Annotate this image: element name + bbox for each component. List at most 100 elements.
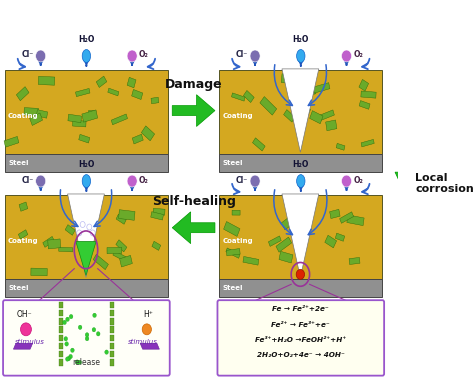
FancyBboxPatch shape: [58, 302, 63, 308]
FancyBboxPatch shape: [293, 108, 306, 118]
FancyBboxPatch shape: [218, 300, 384, 376]
FancyBboxPatch shape: [127, 77, 136, 88]
FancyBboxPatch shape: [77, 206, 87, 216]
FancyBboxPatch shape: [141, 126, 155, 141]
FancyBboxPatch shape: [110, 359, 114, 366]
Circle shape: [71, 348, 74, 352]
Circle shape: [96, 332, 100, 336]
Polygon shape: [282, 194, 319, 277]
FancyBboxPatch shape: [291, 207, 308, 223]
Circle shape: [296, 269, 305, 279]
Circle shape: [250, 175, 260, 187]
FancyBboxPatch shape: [19, 202, 28, 211]
Text: Steel: Steel: [8, 160, 28, 166]
Circle shape: [69, 355, 73, 359]
FancyBboxPatch shape: [119, 255, 132, 267]
FancyBboxPatch shape: [110, 351, 114, 358]
Circle shape: [64, 337, 68, 341]
FancyBboxPatch shape: [132, 134, 143, 144]
Circle shape: [66, 317, 69, 321]
Circle shape: [127, 50, 137, 62]
Circle shape: [36, 50, 46, 62]
Circle shape: [63, 320, 66, 325]
FancyBboxPatch shape: [224, 222, 240, 236]
FancyBboxPatch shape: [58, 326, 63, 333]
FancyBboxPatch shape: [89, 111, 96, 116]
Circle shape: [75, 360, 79, 364]
Circle shape: [93, 313, 96, 317]
Text: Cl⁻: Cl⁻: [236, 176, 248, 185]
Text: H₂O: H₂O: [78, 35, 95, 44]
FancyBboxPatch shape: [31, 268, 47, 276]
Circle shape: [341, 175, 352, 187]
FancyBboxPatch shape: [5, 279, 168, 297]
FancyBboxPatch shape: [231, 93, 245, 101]
FancyBboxPatch shape: [232, 210, 240, 215]
Text: H⁺: H⁺: [144, 310, 154, 320]
Text: Steel: Steel: [222, 285, 243, 291]
FancyBboxPatch shape: [281, 217, 293, 230]
Text: Coating: Coating: [8, 113, 39, 119]
FancyBboxPatch shape: [243, 256, 259, 265]
FancyBboxPatch shape: [82, 110, 98, 122]
FancyBboxPatch shape: [110, 318, 114, 325]
Text: O₂: O₂: [353, 176, 363, 185]
Polygon shape: [140, 343, 159, 349]
FancyBboxPatch shape: [359, 79, 369, 91]
FancyBboxPatch shape: [110, 302, 114, 308]
FancyBboxPatch shape: [58, 318, 63, 325]
Text: Local
corrosion: Local corrosion: [415, 173, 474, 194]
FancyBboxPatch shape: [308, 89, 316, 96]
FancyBboxPatch shape: [132, 89, 143, 100]
FancyBboxPatch shape: [3, 300, 170, 376]
FancyBboxPatch shape: [153, 208, 165, 215]
FancyBboxPatch shape: [38, 76, 55, 85]
FancyBboxPatch shape: [75, 89, 90, 97]
FancyBboxPatch shape: [281, 74, 291, 84]
FancyBboxPatch shape: [16, 87, 29, 101]
Circle shape: [105, 350, 109, 354]
FancyBboxPatch shape: [226, 249, 240, 256]
FancyBboxPatch shape: [68, 114, 82, 123]
FancyBboxPatch shape: [93, 254, 109, 270]
FancyBboxPatch shape: [110, 343, 114, 349]
Text: O₂: O₂: [139, 51, 149, 60]
FancyBboxPatch shape: [110, 335, 114, 341]
Circle shape: [78, 325, 82, 329]
FancyBboxPatch shape: [96, 76, 107, 87]
FancyBboxPatch shape: [111, 114, 128, 125]
Circle shape: [142, 324, 151, 335]
FancyBboxPatch shape: [279, 251, 293, 263]
Text: Cl⁻: Cl⁻: [236, 51, 248, 60]
Ellipse shape: [82, 175, 91, 187]
Text: Damage: Damage: [165, 78, 222, 91]
FancyBboxPatch shape: [58, 335, 63, 341]
Text: stimulus: stimulus: [15, 339, 45, 345]
Circle shape: [77, 230, 82, 236]
FancyBboxPatch shape: [244, 90, 254, 103]
Text: Cl⁻: Cl⁻: [22, 176, 34, 185]
Circle shape: [127, 175, 137, 187]
FancyBboxPatch shape: [219, 195, 383, 279]
FancyBboxPatch shape: [339, 212, 354, 223]
FancyBboxPatch shape: [359, 101, 370, 109]
FancyBboxPatch shape: [116, 214, 127, 224]
Circle shape: [80, 222, 85, 228]
Circle shape: [20, 323, 31, 336]
Circle shape: [65, 342, 68, 346]
Circle shape: [85, 332, 89, 337]
Circle shape: [78, 360, 82, 364]
FancyBboxPatch shape: [110, 310, 114, 317]
Text: Coating: Coating: [8, 238, 39, 244]
Text: Coating: Coating: [222, 113, 253, 119]
FancyBboxPatch shape: [58, 359, 63, 366]
Text: Fe²⁺ → Fe³⁺+e⁻: Fe²⁺ → Fe³⁺+e⁻: [272, 321, 330, 328]
FancyBboxPatch shape: [18, 230, 28, 239]
Circle shape: [67, 356, 71, 361]
FancyBboxPatch shape: [58, 351, 63, 358]
FancyBboxPatch shape: [219, 70, 383, 154]
FancyBboxPatch shape: [24, 108, 38, 116]
FancyBboxPatch shape: [5, 195, 168, 279]
FancyBboxPatch shape: [326, 120, 337, 131]
FancyBboxPatch shape: [336, 143, 345, 150]
